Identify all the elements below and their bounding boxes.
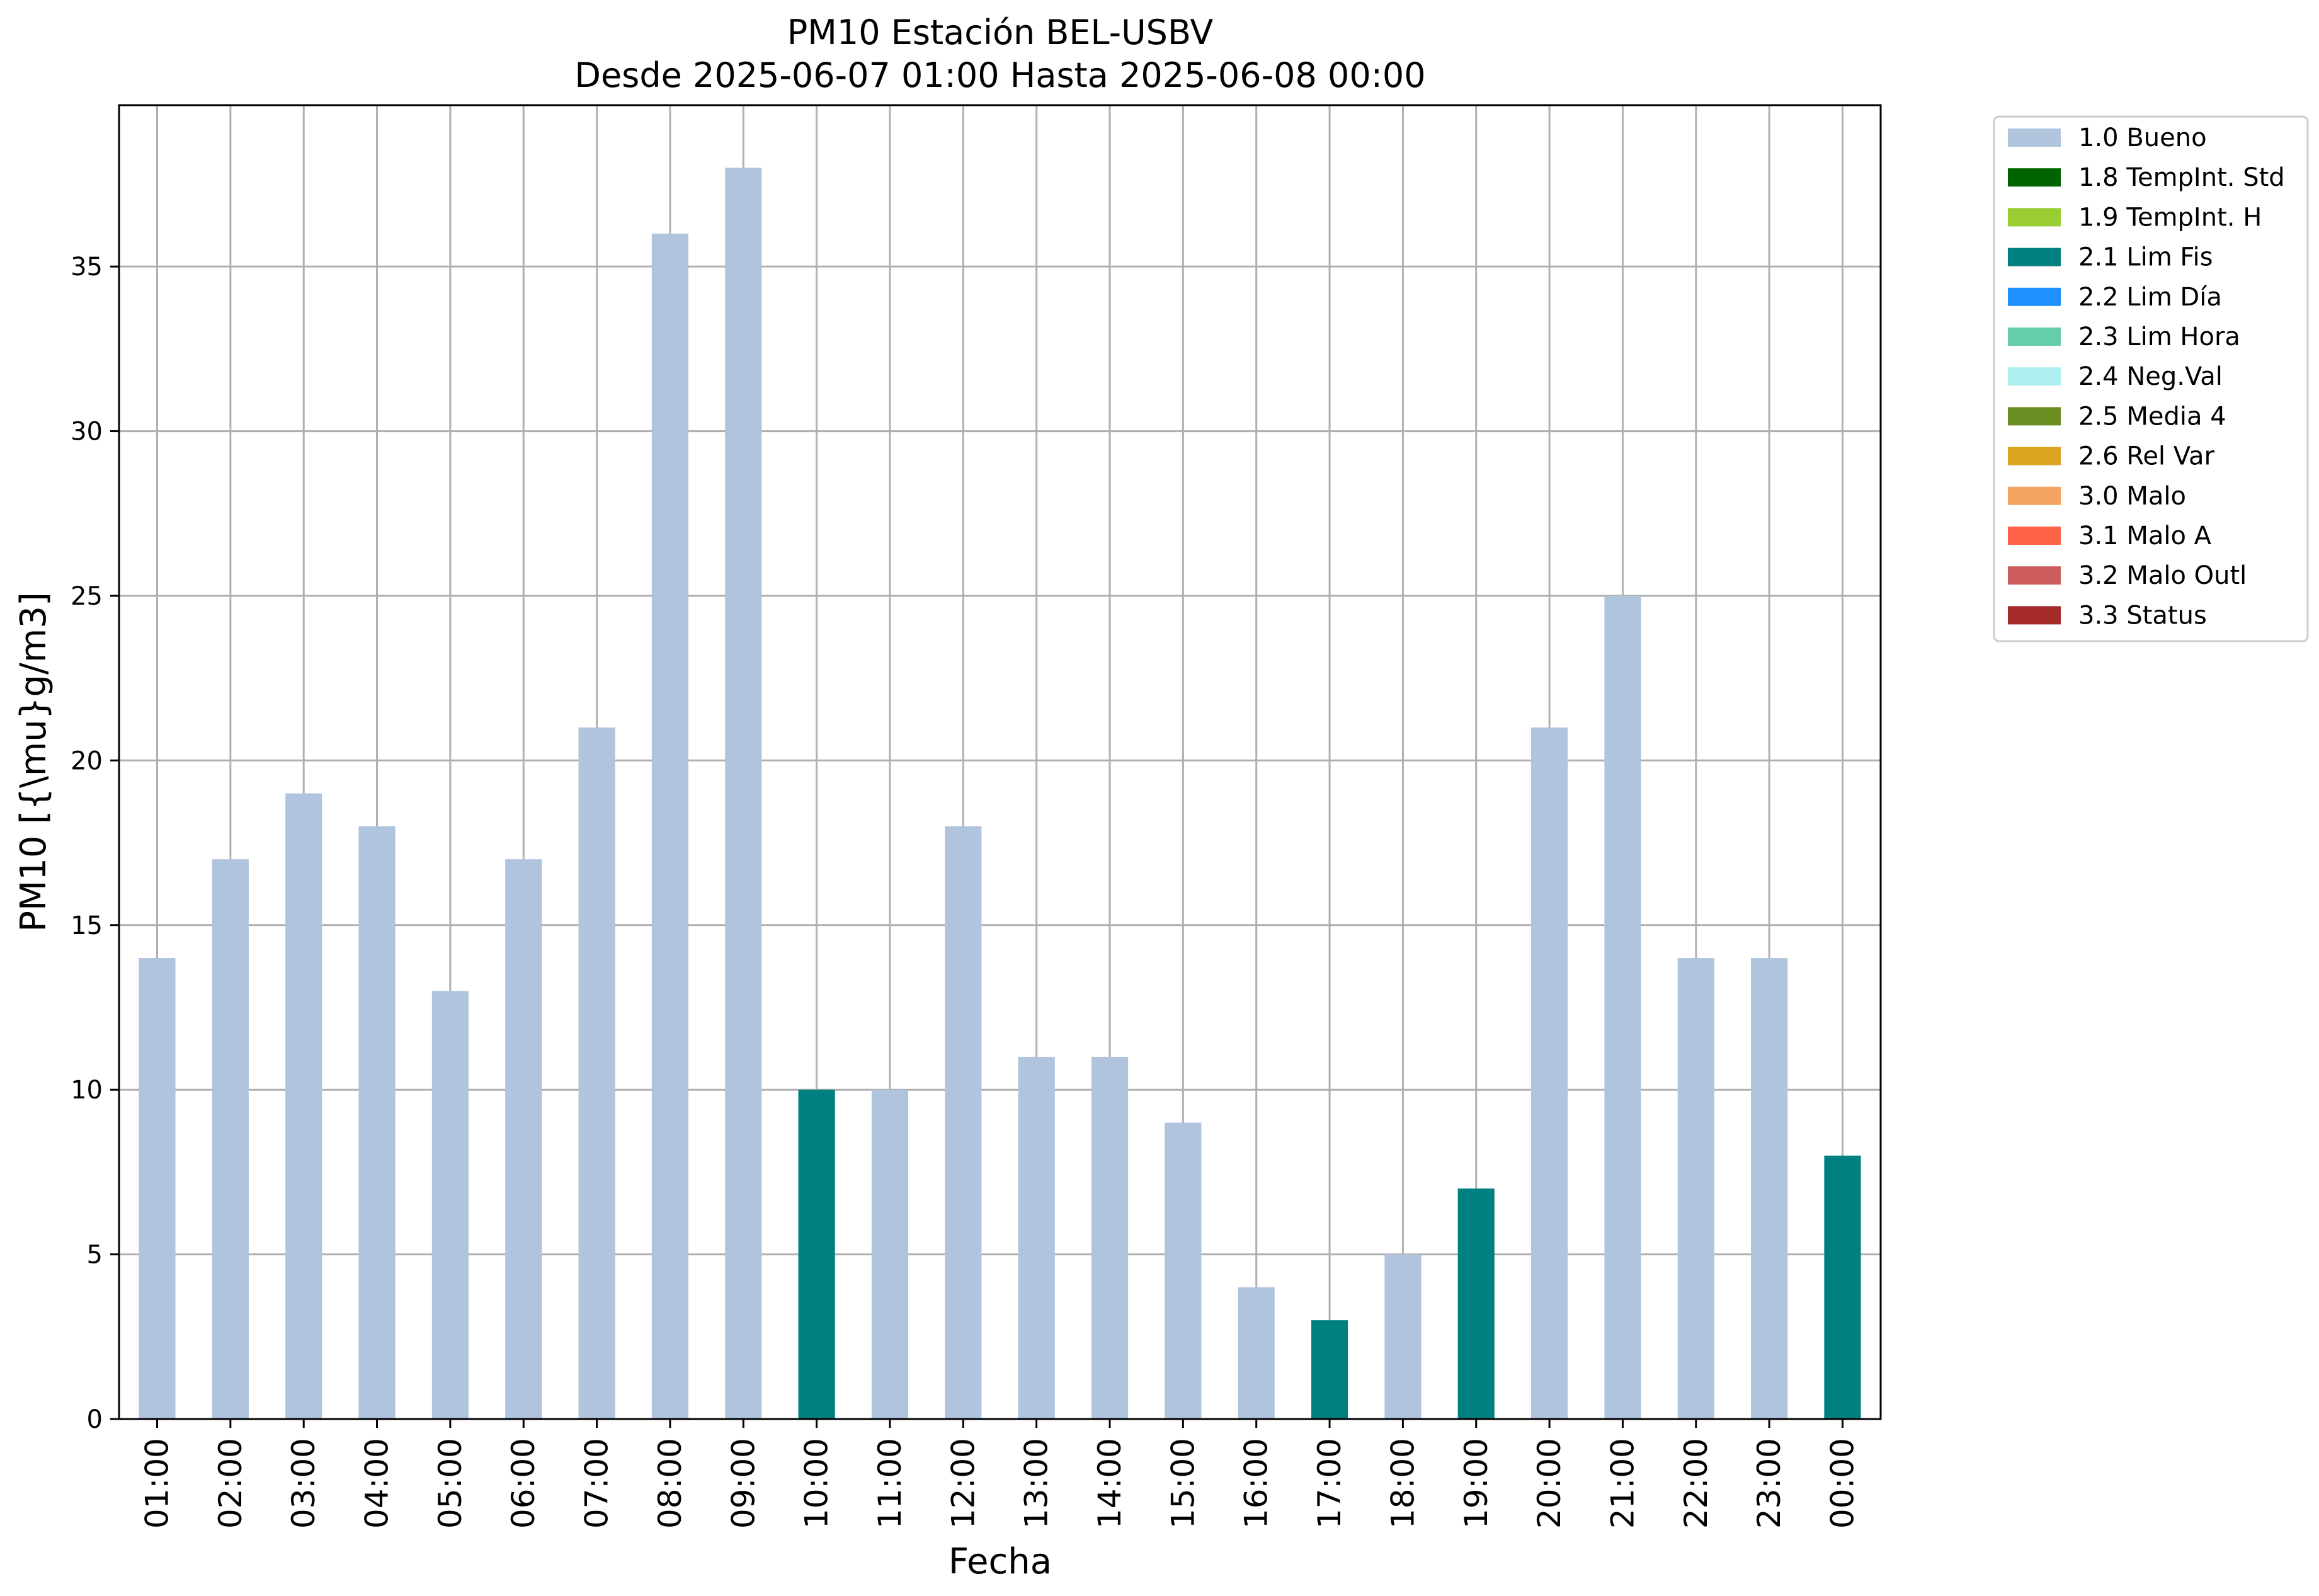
legend-label: 2.5 Media 4 <box>2078 402 2226 431</box>
bar-18:00 <box>1384 1254 1422 1419</box>
bar-05:00 <box>431 991 469 1419</box>
legend-label: 1.9 TempInt. H <box>2078 203 2262 232</box>
x-tick-label: 08:00 <box>652 1438 688 1529</box>
legend-label: 2.6 Rel Var <box>2078 442 2215 471</box>
x-tick-label: 04:00 <box>359 1438 396 1529</box>
legend-label: 2.2 Lim Día <box>2078 283 2222 312</box>
x-tick-label: 13:00 <box>1018 1438 1055 1529</box>
chart-title: PM10 Estación BEL-USBV <box>787 13 1214 52</box>
bar-07:00 <box>578 727 615 1419</box>
legend-label: 2.1 Lim Fis <box>2078 243 2213 272</box>
y-tick-label: 25 <box>71 582 103 611</box>
bar-22:00 <box>1677 958 1714 1419</box>
legend-entries: 1.0 Bueno 1.8 TempInt. Std 1.9 TempInt. H 2… <box>2008 123 2285 630</box>
x-tick-label: 23:00 <box>1751 1438 1787 1529</box>
x-tick-label: 05:00 <box>432 1438 469 1529</box>
bar-23:00 <box>1751 958 1788 1419</box>
bar-11:00 <box>871 1090 909 1419</box>
x-tick-label: 12:00 <box>945 1438 981 1529</box>
x-tick-label: 18:00 <box>1384 1438 1421 1529</box>
legend-swatch <box>2008 527 2061 545</box>
legend-label: 3.1 Malo A <box>2078 522 2212 550</box>
bar-04:00 <box>358 826 396 1419</box>
x-tick-label: 11:00 <box>872 1438 908 1529</box>
legend-label: 2.4 Neg.Val <box>2078 362 2223 391</box>
bar-00:00 <box>1824 1155 1861 1419</box>
y-tick-label: 30 <box>71 418 103 447</box>
x-tick-label: 15:00 <box>1165 1438 1201 1529</box>
y-axis-label: PM10 [{\mu}g/m3] <box>13 592 54 932</box>
x-tick-label: 03:00 <box>285 1438 322 1529</box>
legend-swatch <box>2008 606 2061 625</box>
legend-frame <box>1993 115 2309 642</box>
legend-swatch <box>2008 168 2061 187</box>
x-tick-label: 01:00 <box>139 1438 176 1529</box>
x-tick-label: 19:00 <box>1458 1438 1495 1529</box>
chart-subtitle: Desde 2025-06-07 01:00 Hasta 2025-06-08 … <box>574 55 1425 95</box>
y-tick-label: 5 <box>87 1241 103 1270</box>
bar-14:00 <box>1091 1056 1129 1419</box>
x-tick-label: 10:00 <box>799 1438 835 1529</box>
x-tick-label: 21:00 <box>1604 1438 1641 1529</box>
legend-swatch <box>2008 367 2061 386</box>
legend-swatch <box>2008 208 2061 227</box>
legend-swatch <box>2008 447 2061 465</box>
x-tick-label: 16:00 <box>1238 1438 1275 1529</box>
legend-swatch <box>2008 248 2061 266</box>
bar-08:00 <box>651 233 689 1419</box>
bar-19:00 <box>1457 1188 1495 1419</box>
legend: 1.0 Bueno 1.8 TempInt. Std 1.9 TempInt. H 2… <box>1993 115 2309 642</box>
x-tick-label: 07:00 <box>579 1438 615 1529</box>
bars <box>139 168 1861 1420</box>
bar-15:00 <box>1165 1122 1202 1419</box>
y-axis-ticks: 0 5 10 15 20 25 30 35 <box>71 253 119 1434</box>
legend-swatch <box>2008 128 2061 147</box>
legend-swatch <box>2008 328 2061 346</box>
y-tick-label: 0 <box>87 1405 103 1434</box>
x-tick-label: 06:00 <box>505 1438 542 1529</box>
x-axis-ticks: 01:00 02:00 03:00 04:00 05:00 06:00 07:00 08:00… <box>139 1419 1860 1529</box>
legend-label: 3.2 Malo Outl <box>2078 561 2247 590</box>
legend-swatch <box>2008 566 2061 585</box>
legend-label: 1.8 TempInt. Std <box>2078 163 2285 192</box>
bar-17:00 <box>1311 1320 1348 1419</box>
bar-16:00 <box>1238 1287 1275 1419</box>
plot-frame <box>118 104 1882 1420</box>
x-tick-label: 22:00 <box>1678 1438 1714 1529</box>
legend-label: 2.3 Lim Hora <box>2078 322 2240 351</box>
bar-06:00 <box>505 859 542 1419</box>
bar-21:00 <box>1604 595 1641 1420</box>
legend-label: 3.3 Status <box>2078 601 2207 630</box>
legend-swatch <box>2008 407 2061 426</box>
y-tick-label: 35 <box>71 253 103 282</box>
x-tick-label: 02:00 <box>212 1438 249 1529</box>
x-tick-label: 14:00 <box>1091 1438 1128 1529</box>
x-tick-label: 09:00 <box>725 1438 761 1529</box>
bar-03:00 <box>285 793 322 1419</box>
bar-09:00 <box>725 168 762 1419</box>
y-tick-label: 20 <box>71 746 103 775</box>
x-tick-label: 17:00 <box>1311 1438 1348 1529</box>
bar-20:00 <box>1531 727 1568 1419</box>
x-axis-label: Fecha <box>949 1541 1052 1582</box>
bar-13:00 <box>1018 1056 1055 1419</box>
x-tick-label: 00:00 <box>1824 1438 1860 1529</box>
bar-02:00 <box>212 859 249 1419</box>
legend-label: 3.0 Malo <box>2078 482 2186 511</box>
x-tick-label: 20:00 <box>1531 1438 1568 1529</box>
bar-01:00 <box>139 958 176 1419</box>
legend-swatch <box>2008 486 2061 505</box>
y-tick-label: 10 <box>71 1076 103 1105</box>
legend-swatch <box>2008 287 2061 306</box>
bar-12:00 <box>945 826 982 1419</box>
bar-10:00 <box>798 1090 835 1419</box>
y-tick-label: 15 <box>71 911 103 940</box>
legend-label: 1.0 Bueno <box>2078 123 2207 152</box>
